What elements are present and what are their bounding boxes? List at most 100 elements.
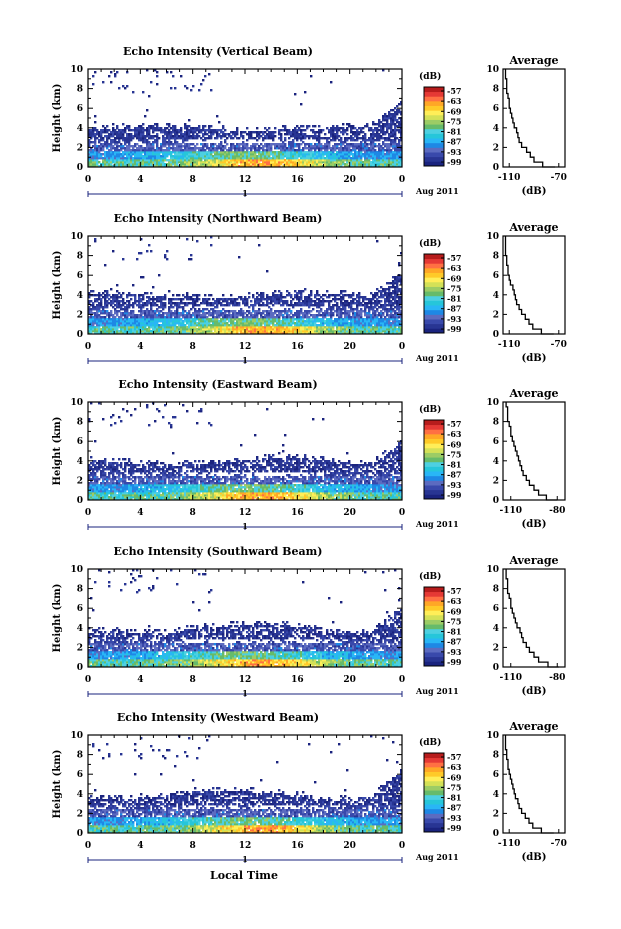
heatmap-cell xyxy=(372,129,375,132)
heatmap-cell xyxy=(354,308,357,311)
heatmap-cell xyxy=(318,330,321,333)
heatmap-cell xyxy=(106,294,109,297)
heatmap-cell xyxy=(356,165,359,168)
colorbar-swatch xyxy=(424,110,444,116)
heatmap-cell xyxy=(248,292,251,295)
heatmap-cell xyxy=(162,135,165,138)
heatmap-cell xyxy=(204,332,207,335)
heatmap-cell xyxy=(244,147,247,150)
heatmap-cell xyxy=(282,155,285,158)
heatmap-cell xyxy=(166,155,169,158)
heatmap-cell xyxy=(228,314,231,317)
heatmap-cell xyxy=(396,155,399,158)
heatmap-cell xyxy=(132,151,135,154)
heatmap-cell xyxy=(224,328,227,331)
heatmap-cell xyxy=(348,324,351,327)
heatmap-cell xyxy=(266,310,269,313)
heatmap-cell xyxy=(344,141,347,144)
heatmap-cell xyxy=(320,326,323,329)
heatmap-cell xyxy=(158,163,161,166)
heatmap-cell xyxy=(220,155,223,158)
heatmap-cell xyxy=(228,320,231,323)
heatmap-cell xyxy=(218,328,221,331)
heatmap-cell xyxy=(306,159,309,162)
heatmap-cell xyxy=(120,131,123,134)
heatmap-cell xyxy=(290,161,293,164)
heatmap-cell xyxy=(172,75,175,78)
heatmap-cell xyxy=(200,318,203,321)
heatmap-cell xyxy=(88,320,91,323)
heatmap-cell xyxy=(292,304,295,307)
heatmap-cell xyxy=(206,159,209,162)
heatmap-cell xyxy=(302,328,305,331)
heatmap-cell xyxy=(330,81,333,84)
heatmap-cell xyxy=(254,330,257,333)
heatmap-cell xyxy=(248,153,251,156)
heatmap-cell xyxy=(138,328,141,331)
heatmap-cell xyxy=(262,326,265,329)
heatmap-cell xyxy=(290,149,293,152)
heatmap-cell xyxy=(212,332,215,335)
heatmap-cell xyxy=(148,310,151,313)
heatmap-cell xyxy=(234,163,237,166)
heatmap-cell xyxy=(144,322,147,325)
heatmap-cell xyxy=(226,302,229,305)
heatmap-cell xyxy=(368,143,371,146)
heatmap-cell xyxy=(238,318,241,321)
heatmap-cell xyxy=(174,151,177,154)
heatmap-cell xyxy=(152,137,155,140)
heatmap-cell xyxy=(312,304,315,307)
heatmap-cell xyxy=(390,139,393,142)
heatmap-cell xyxy=(130,157,133,160)
heatmap-cell xyxy=(230,143,233,146)
heatmap-cell xyxy=(264,161,267,164)
heatmap-cell xyxy=(212,129,215,132)
colorbar-tick-label: -93 xyxy=(447,147,462,157)
heatmap-cell xyxy=(154,163,157,166)
heatmap-cell xyxy=(206,316,209,319)
heatmap-cell xyxy=(360,159,363,162)
heatmap-cell xyxy=(168,125,171,128)
heatmap-cell xyxy=(296,125,299,128)
heatmap-cell xyxy=(148,312,151,315)
heatmap-cell xyxy=(380,159,383,162)
heatmap-cell xyxy=(392,165,395,168)
heatmap-cell xyxy=(364,165,367,168)
heatmap-cell xyxy=(170,300,173,303)
heatmap-cell xyxy=(162,157,165,160)
heatmap-cell xyxy=(116,284,119,287)
heatmap-cell xyxy=(386,123,389,126)
heatmap-cell xyxy=(334,127,337,130)
heatmap-cell xyxy=(180,127,183,130)
heatmap-cell xyxy=(320,310,323,313)
heatmap-cell xyxy=(216,332,219,335)
heatmap-cell xyxy=(132,135,135,138)
heatmap-cell xyxy=(326,296,329,299)
heatmap-cell xyxy=(316,324,319,327)
heatmap-cell xyxy=(162,322,165,325)
heatmap-cell xyxy=(192,85,195,88)
heatmap-cell xyxy=(392,131,395,134)
heatmap-cell xyxy=(160,306,163,309)
heatmap-cell xyxy=(338,326,341,329)
heatmap-cell xyxy=(232,145,235,148)
heatmap-cell xyxy=(168,298,171,301)
heatmap-cell xyxy=(152,127,155,130)
heatmap-cell xyxy=(244,131,247,134)
heatmap-cell xyxy=(158,328,161,331)
heatmap-cell xyxy=(180,332,183,335)
heatmap-cell xyxy=(388,125,391,128)
heatmap-cell xyxy=(194,294,197,297)
heatmap-cell xyxy=(268,147,271,150)
heatmap-cell xyxy=(326,324,329,327)
heatmap-cell xyxy=(142,326,145,329)
heatmap-cell xyxy=(170,153,173,156)
heatmap-cell xyxy=(366,123,369,126)
heatmap-cell xyxy=(328,330,331,333)
heatmap-cell xyxy=(110,159,113,162)
heatmap-cell xyxy=(386,139,389,142)
heatmap-cell xyxy=(306,318,309,321)
heatmap-cell xyxy=(248,157,251,160)
heatmap-cell xyxy=(180,302,183,305)
heatmap-cell xyxy=(114,151,117,154)
